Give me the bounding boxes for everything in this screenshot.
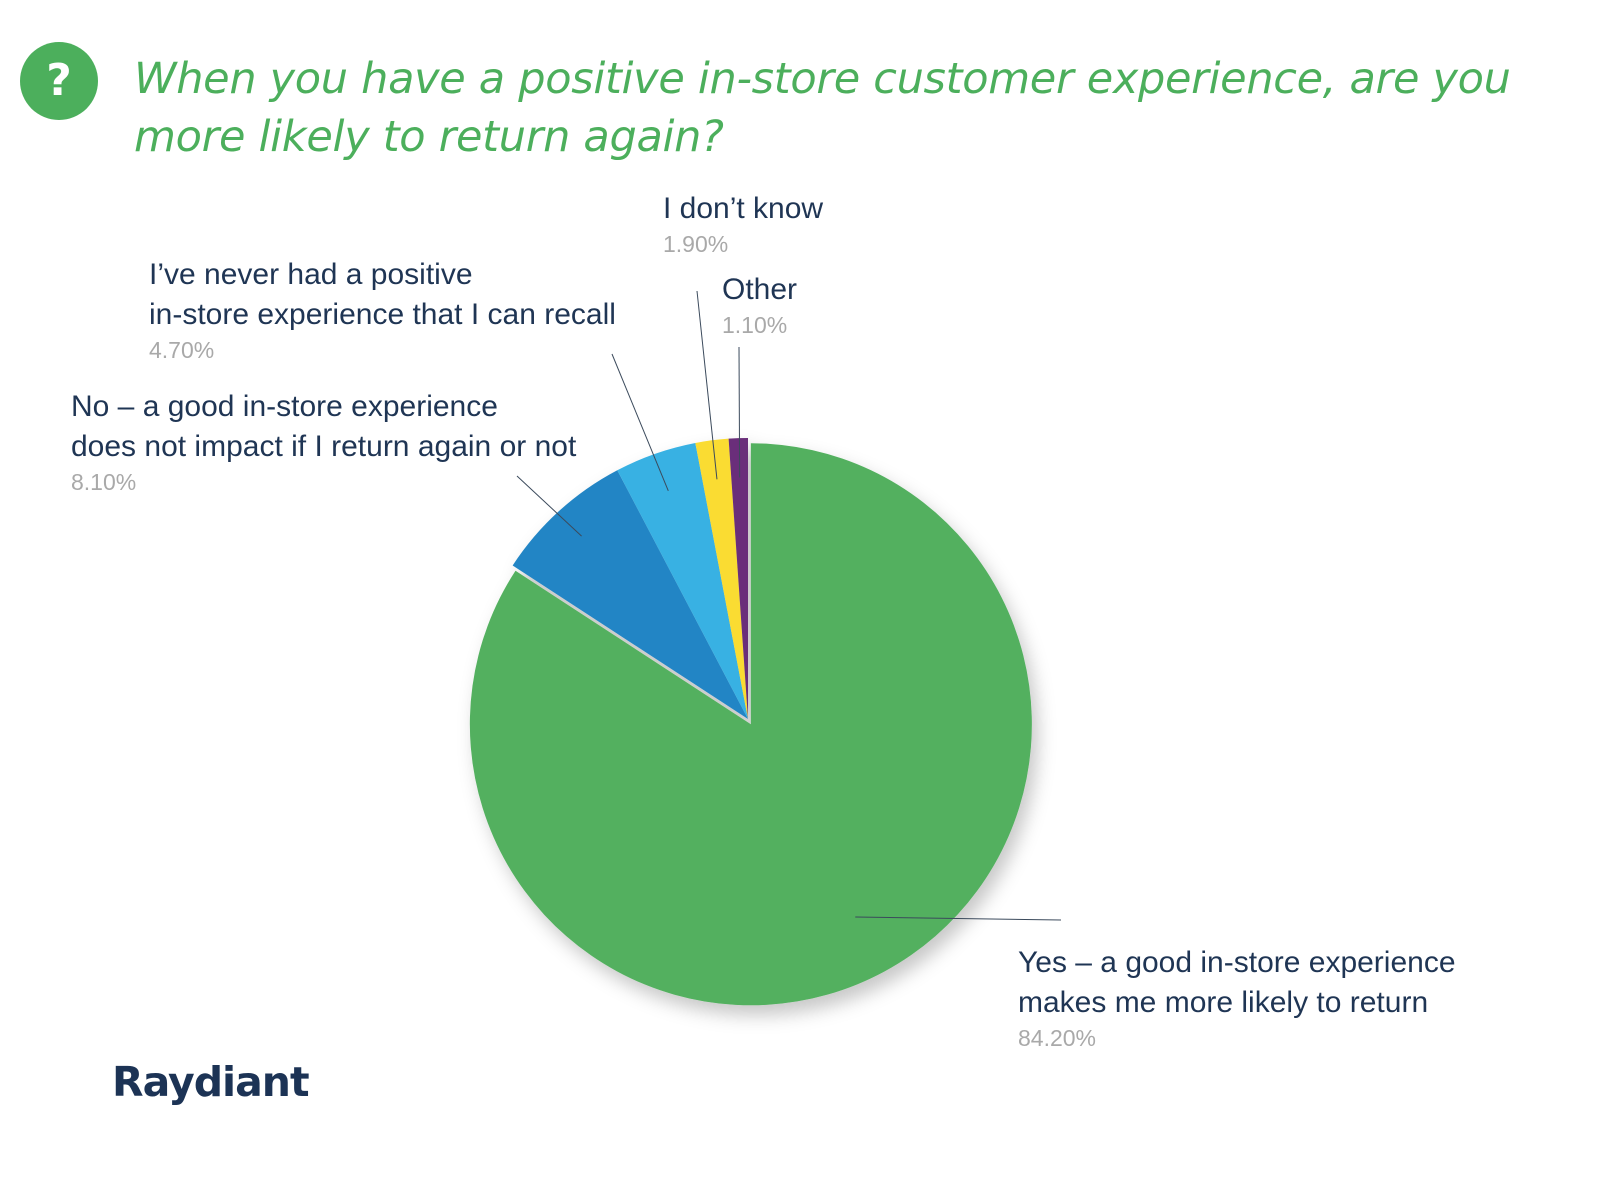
- slice-label-line: I don’t know: [663, 192, 824, 225]
- leader-line: [516, 475, 582, 537]
- leader-line: [611, 353, 669, 492]
- raydiant-logo: Raydiant: [112, 1058, 310, 1106]
- slice-percent-label: 84.20%: [1018, 1025, 1097, 1051]
- slice-no: [512, 470, 748, 719]
- chart-title: When you have a positive in-store custom…: [134, 54, 1511, 162]
- slice-label-never: I’ve never had a positive in-store exper…: [149, 255, 616, 365]
- leader-line: [738, 346, 741, 478]
- question-icon: ?: [20, 42, 98, 120]
- slice-yes: [469, 443, 1032, 1006]
- slice-label-line: Other: [722, 273, 798, 306]
- slice-percent-label: 1.10%: [722, 312, 788, 338]
- slice-percent-label: 1.90%: [663, 231, 729, 257]
- slice-label-yes: Yes – a good in-store experience makes m…: [1018, 943, 1456, 1053]
- slice-label-line: in-store experience that I can recall: [149, 298, 616, 331]
- slice-label-line: does not impact if I return again or not: [71, 430, 577, 463]
- slice-percent-label: 4.70%: [149, 337, 215, 363]
- slice-label-dont-know: I don’t know 1.90%: [663, 189, 823, 259]
- leader-line: [696, 290, 718, 480]
- slice-percent-label: 8.10%: [71, 469, 137, 495]
- slice-label-line: makes me more likely to return: [1018, 986, 1429, 1019]
- slice-label-line: No – a good in-store experience: [71, 390, 498, 423]
- slice-never: [617, 442, 748, 719]
- slice-label-line: I’ve never had a positive: [149, 258, 473, 291]
- leader-line: [855, 916, 1062, 921]
- slice-dont-know: [695, 438, 748, 719]
- slice-label-other: Other 1.10%: [722, 270, 797, 340]
- slice-label-line: Yes – a good in-store experience: [1018, 946, 1456, 979]
- slice-other: [728, 438, 748, 719]
- slice-label-no: No – a good in-store experience does not…: [71, 387, 576, 497]
